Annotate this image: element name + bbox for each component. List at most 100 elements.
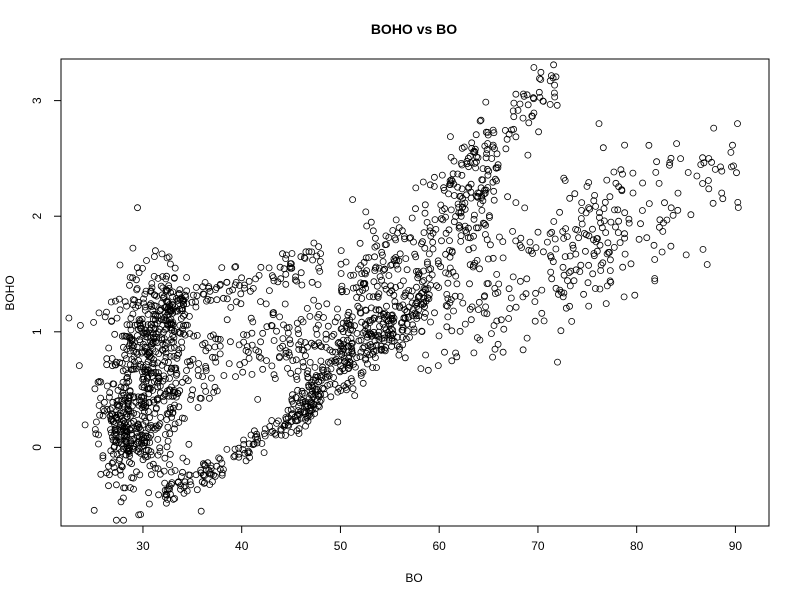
data-point bbox=[734, 204, 742, 211]
data-point bbox=[95, 309, 103, 317]
data-point bbox=[516, 100, 524, 108]
data-point bbox=[526, 238, 534, 246]
data-point bbox=[512, 90, 520, 98]
data-point bbox=[607, 256, 614, 264]
data-point bbox=[138, 315, 146, 323]
data-point bbox=[250, 440, 258, 448]
data-point bbox=[673, 140, 680, 148]
data-point bbox=[99, 452, 107, 460]
data-point bbox=[203, 297, 210, 305]
data-point bbox=[248, 370, 256, 378]
data-point bbox=[93, 418, 100, 426]
data-point bbox=[232, 263, 240, 270]
data-point bbox=[265, 264, 273, 272]
data-point bbox=[116, 306, 124, 314]
data-point bbox=[437, 201, 445, 209]
data-point bbox=[406, 333, 413, 341]
data-point bbox=[246, 454, 254, 461]
data-point bbox=[484, 131, 492, 139]
data-point bbox=[370, 347, 378, 355]
data-point bbox=[596, 241, 604, 249]
data-point bbox=[320, 314, 327, 321]
data-point bbox=[148, 284, 156, 292]
data-point bbox=[476, 265, 483, 273]
data-point bbox=[327, 365, 335, 373]
data-point bbox=[519, 293, 527, 301]
data-point bbox=[444, 313, 452, 321]
data-point bbox=[171, 388, 179, 396]
data-point bbox=[115, 403, 122, 411]
data-point bbox=[699, 180, 706, 187]
data-point bbox=[479, 219, 487, 227]
data-point bbox=[120, 516, 127, 524]
data-point bbox=[306, 358, 314, 366]
data-point bbox=[148, 373, 156, 380]
data-point bbox=[377, 346, 385, 354]
data-point bbox=[552, 284, 560, 292]
data-point bbox=[306, 312, 314, 320]
data-point bbox=[412, 184, 420, 192]
data-point bbox=[387, 315, 395, 323]
data-point bbox=[197, 507, 205, 515]
data-point bbox=[472, 224, 480, 232]
data-point bbox=[351, 392, 359, 400]
data-point bbox=[141, 290, 149, 298]
data-point bbox=[463, 160, 471, 168]
data-point bbox=[139, 443, 147, 450]
data-point bbox=[359, 368, 367, 376]
data-point bbox=[399, 333, 406, 341]
data-point bbox=[459, 299, 467, 307]
data-point bbox=[491, 290, 499, 298]
data-point bbox=[353, 329, 361, 337]
data-point bbox=[138, 435, 146, 443]
data-point bbox=[108, 433, 116, 441]
data-point bbox=[236, 281, 243, 289]
data-point bbox=[655, 179, 663, 187]
data-point bbox=[156, 382, 164, 390]
data-point bbox=[596, 285, 604, 293]
data-point bbox=[303, 304, 311, 312]
data-point bbox=[727, 148, 735, 156]
data-point bbox=[523, 91, 531, 99]
data-point bbox=[349, 350, 357, 358]
data-point bbox=[458, 161, 466, 169]
data-point bbox=[305, 381, 313, 389]
data-point bbox=[223, 316, 231, 324]
data-point bbox=[157, 413, 165, 421]
data-point bbox=[137, 426, 144, 434]
data-point bbox=[394, 265, 402, 273]
data-point bbox=[446, 133, 454, 141]
data-point bbox=[705, 155, 713, 162]
data-point bbox=[384, 329, 392, 336]
data-point bbox=[213, 387, 221, 395]
data-point bbox=[509, 227, 516, 235]
data-point bbox=[403, 327, 411, 335]
data-point bbox=[260, 449, 268, 457]
data-point bbox=[136, 363, 144, 371]
data-point bbox=[146, 439, 154, 446]
data-point bbox=[550, 218, 558, 225]
data-point bbox=[487, 330, 495, 338]
data-point bbox=[136, 317, 144, 325]
data-point bbox=[674, 189, 682, 197]
data-point bbox=[583, 182, 591, 190]
data-point bbox=[452, 272, 460, 280]
data-point bbox=[283, 324, 291, 332]
data-point bbox=[431, 309, 438, 317]
data-point bbox=[126, 339, 134, 347]
data-point bbox=[144, 310, 152, 318]
data-point bbox=[133, 411, 141, 418]
data-point bbox=[151, 291, 159, 299]
data-point bbox=[466, 305, 474, 313]
data-point bbox=[276, 263, 284, 271]
data-point bbox=[304, 417, 312, 425]
data-point bbox=[133, 286, 141, 294]
data-point bbox=[365, 254, 373, 261]
data-point bbox=[396, 345, 404, 353]
data-point bbox=[288, 395, 296, 403]
data-point bbox=[606, 277, 614, 285]
data-point bbox=[166, 461, 173, 469]
data-point bbox=[512, 133, 520, 141]
data-point bbox=[617, 166, 625, 174]
